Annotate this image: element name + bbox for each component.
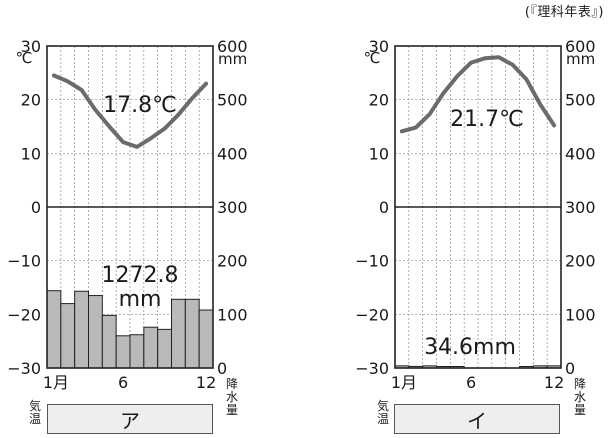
month-label: 1月 bbox=[391, 373, 417, 392]
precip-bar bbox=[143, 326, 159, 369]
month-label: 12 bbox=[196, 373, 216, 392]
temperature-line bbox=[51, 73, 209, 149]
precip-tick-label: 100 bbox=[565, 305, 596, 324]
precip-bar bbox=[157, 328, 173, 369]
plot-frame bbox=[394, 45, 562, 369]
temp-axis-label-left: 気温 bbox=[28, 399, 41, 426]
precip-tick-label: 200 bbox=[565, 252, 596, 271]
precip-unit-label: mm bbox=[566, 50, 595, 68]
annual-temp-label: 21.7℃ bbox=[450, 107, 524, 132]
precip-bar bbox=[101, 314, 117, 369]
temp-tick-label: −30 bbox=[7, 359, 41, 378]
temp-tick-label: 30 bbox=[369, 37, 389, 56]
precip-bar bbox=[60, 303, 76, 369]
precip-tick-label: 300 bbox=[565, 198, 596, 217]
precip-axis-label-right: 降水量 bbox=[573, 377, 586, 417]
temp-tick-label: 10 bbox=[21, 144, 41, 163]
annual-precip-label: 1272.8 bbox=[102, 263, 179, 288]
precip-bar bbox=[74, 290, 89, 369]
precip-bar bbox=[198, 309, 214, 369]
precip-tick-label: 500 bbox=[565, 91, 596, 110]
precip-bar bbox=[129, 334, 145, 369]
temp-tick-label: 20 bbox=[21, 91, 41, 110]
temp-tick-label: −20 bbox=[355, 305, 389, 324]
precip-tick-label: 400 bbox=[565, 144, 596, 163]
temp-tick-label: 30 bbox=[21, 37, 41, 56]
annual-temp-label: 17.8℃ bbox=[103, 93, 177, 118]
precip-axis-label-left: 降水量 bbox=[225, 377, 238, 417]
temp-tick-label: 0 bbox=[31, 198, 41, 217]
month-label: 12 bbox=[544, 373, 564, 392]
temp-tick-label: 10 bbox=[369, 144, 389, 163]
precip-bar bbox=[46, 290, 62, 369]
temp-tick-label: −10 bbox=[355, 252, 389, 271]
precip-bar bbox=[171, 298, 186, 369]
precip-unit-label: mm bbox=[218, 50, 247, 68]
precip-bar bbox=[184, 298, 200, 369]
precip-tick-label: 0 bbox=[565, 359, 575, 378]
precip-tick-label: 600 bbox=[217, 37, 248, 56]
caption-box-right: イ bbox=[394, 404, 560, 434]
temp-tick-label: −30 bbox=[355, 359, 389, 378]
temp-tick-label: −20 bbox=[7, 305, 41, 324]
caption-box-left: ア bbox=[47, 404, 213, 434]
temp-axis-label-right: 気温 bbox=[376, 399, 389, 426]
precip-tick-label: 200 bbox=[217, 252, 248, 271]
caption-left: ア bbox=[120, 408, 140, 433]
precip-tick-label: 500 bbox=[217, 91, 248, 110]
source-note: (『理科年表』) bbox=[524, 5, 604, 20]
month-label: 6 bbox=[118, 373, 128, 392]
annual-precip-unit: mm bbox=[119, 287, 162, 312]
precip-tick-label: 100 bbox=[217, 305, 248, 324]
precip-tick-label: 0 bbox=[217, 359, 227, 378]
precip-tick-label: 400 bbox=[217, 144, 248, 163]
chart-panel-1: 3020100−10−20−30℃6005004003002001000mm1月… bbox=[7, 37, 247, 392]
temp-tick-label: 0 bbox=[379, 198, 389, 217]
precip-bar bbox=[88, 295, 103, 369]
temp-tick-label: −10 bbox=[7, 252, 41, 271]
chart-panel-2: 3020100−10−20−30℃6005004003002001000mm1月… bbox=[355, 37, 595, 392]
temp-tick-label: 20 bbox=[369, 91, 389, 110]
precip-tick-label: 300 bbox=[217, 198, 248, 217]
month-label: 1月 bbox=[43, 373, 69, 392]
caption-right: イ bbox=[467, 408, 487, 433]
temperature-line bbox=[399, 55, 557, 134]
plot-frame bbox=[46, 45, 214, 369]
temp-unit-label: ℃ bbox=[16, 49, 33, 67]
temp-unit-label: ℃ bbox=[364, 49, 381, 67]
annual-precip-label: 34.6mm bbox=[424, 335, 516, 360]
precip-tick-label: 600 bbox=[565, 37, 596, 56]
month-label: 6 bbox=[466, 373, 476, 392]
precip-bar bbox=[115, 335, 131, 369]
